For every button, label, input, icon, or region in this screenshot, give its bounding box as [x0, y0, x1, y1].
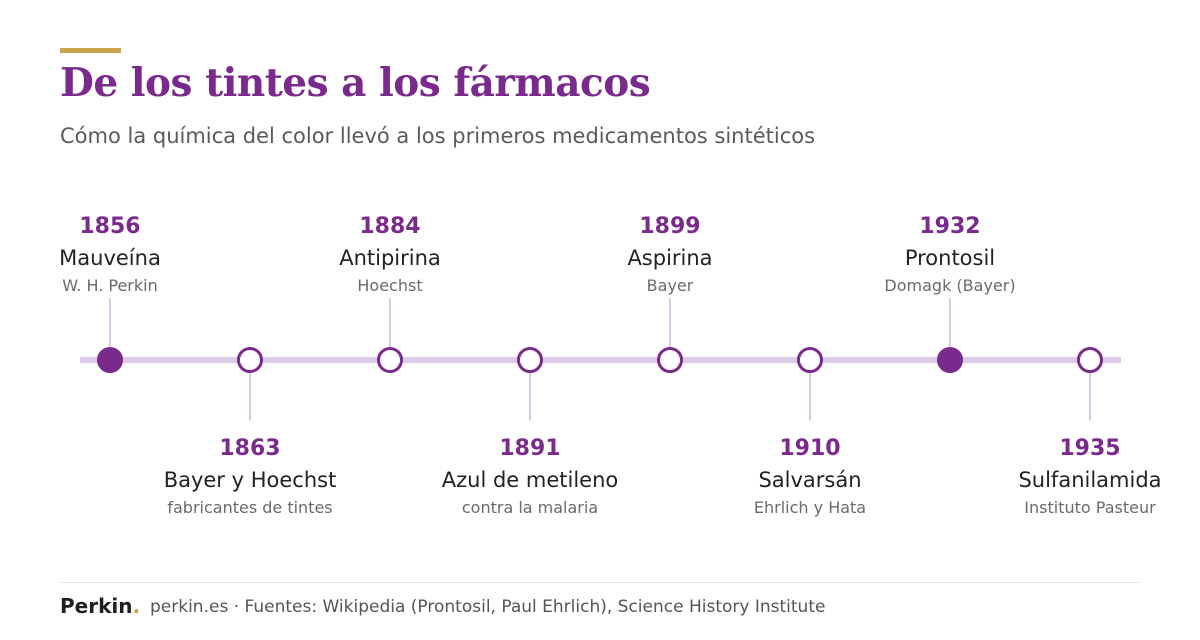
event-connector — [529, 360, 531, 420]
title-accent-bar — [60, 48, 121, 53]
brand-dot: . — [132, 594, 141, 618]
event-detail: fabricantes de tintes — [167, 498, 333, 517]
footer-divider — [60, 582, 1140, 583]
event-connector — [109, 298, 111, 360]
event-marker — [937, 347, 963, 373]
brand-name: Perkin — [60, 594, 133, 618]
event-name: Aspirina — [627, 246, 713, 270]
event-detail: Domagk (Bayer) — [884, 276, 1016, 295]
event-connector — [249, 360, 251, 420]
event-marker — [657, 347, 683, 373]
event-year: 1856 — [79, 214, 141, 239]
event-name: Mauveína — [59, 246, 161, 270]
event-marker — [97, 347, 123, 373]
event-detail: contra la malaria — [461, 498, 599, 517]
event-year: 1884 — [359, 214, 421, 239]
event-detail: Hoechst — [357, 276, 423, 295]
event-name: Antipirina — [339, 246, 441, 270]
event-connector — [1089, 360, 1091, 420]
event-year: 1935 — [1059, 436, 1121, 461]
event-detail: Ehrlich y Hata — [753, 498, 867, 517]
event-detail: W. H. Perkin — [62, 276, 158, 295]
footer-sources: perkin.es · Fuentes: Wikipedia (Prontosi… — [150, 597, 826, 617]
event-year: 1910 — [779, 436, 841, 461]
event-year: 1891 — [499, 436, 561, 461]
brand-logo: Perkin. — [60, 594, 140, 618]
event-name: Bayer y Hoechst — [163, 468, 337, 492]
event-marker — [1077, 347, 1103, 373]
event-connector — [809, 360, 811, 420]
event-connector — [669, 298, 671, 360]
event-marker — [797, 347, 823, 373]
event-connector — [949, 298, 951, 360]
page-title: De los tintes a los fármacos — [60, 60, 651, 106]
timeline-track — [80, 357, 1121, 363]
event-marker — [517, 347, 543, 373]
event-detail: Instituto Pasteur — [1024, 498, 1156, 517]
event-year: 1899 — [639, 214, 701, 239]
event-year: 1932 — [919, 214, 981, 239]
event-name: Azul de metileno — [441, 468, 619, 492]
page-subtitle: Cómo la química del color llevó a los pr… — [60, 124, 816, 148]
event-detail: Bayer — [646, 276, 694, 295]
event-name: Prontosil — [904, 246, 996, 270]
event-marker — [237, 347, 263, 373]
event-connector — [389, 298, 391, 360]
event-year: 1863 — [219, 436, 281, 461]
event-name: Salvarsán — [758, 468, 862, 492]
event-marker — [377, 347, 403, 373]
event-name: Sulfanilamida — [1018, 468, 1162, 492]
